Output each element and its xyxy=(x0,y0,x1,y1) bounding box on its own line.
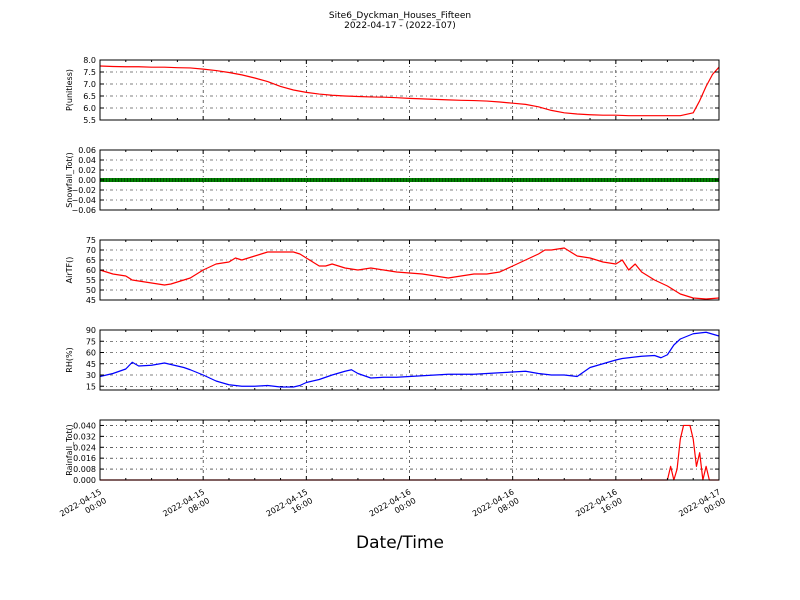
y-tick-label: 0.02 xyxy=(78,166,96,175)
series-line xyxy=(100,424,719,481)
y-tick-label: 6.5 xyxy=(83,92,96,101)
y-tick-label: −0.02 xyxy=(71,186,96,195)
series-line xyxy=(99,247,720,300)
y-tick-label: 0.016 xyxy=(73,454,96,463)
y-tick-label: 75 xyxy=(86,337,96,346)
y-axis-label: Rainfall_Tot() xyxy=(65,424,74,476)
y-tick-label: 0.000 xyxy=(73,476,96,485)
y-axis-label: AirTF() xyxy=(65,257,74,284)
y-tick-label: 70 xyxy=(86,246,96,255)
x-axis-label: Date/Time xyxy=(356,533,444,553)
chart-title: Site6_Dyckman_Houses_Fifteen xyxy=(328,11,472,21)
y-tick-label: 0.008 xyxy=(73,465,96,474)
panel-2: −0.06−0.04−0.020.000.020.040.06 Snowfall_… xyxy=(65,146,720,215)
y-tick-label: 8.0 xyxy=(83,56,96,65)
y-tick-label: 30 xyxy=(86,371,96,380)
panel-1: 5.5 6.0 6.5 7.0 7.5 8.0 P(unitless) xyxy=(65,56,720,125)
y-tick-label: 60 xyxy=(86,349,96,358)
y-tick-label: 0.040 xyxy=(73,421,96,430)
y-axis-label: P(unitless) xyxy=(65,69,74,111)
y-tick-label: 7.0 xyxy=(83,80,96,89)
y-tick-label: 50 xyxy=(86,286,96,295)
y-tick-label: 0.024 xyxy=(73,443,96,452)
y-axis-label: Snowfall_Tot() xyxy=(65,152,74,208)
y-tick-label: 7.5 xyxy=(83,68,96,77)
y-tick-label: 45 xyxy=(86,296,96,305)
y-tick-label: 45 xyxy=(86,360,96,369)
panel-5: 0.000 0.008 0.016 0.024 0.032 0.040Rainfall_T… xyxy=(65,419,720,485)
y-tick-label: 6.0 xyxy=(83,104,96,113)
y-tick-label: −0.06 xyxy=(71,206,96,215)
y-tick-label: 75 xyxy=(86,236,96,245)
y-tick-label: 0.06 xyxy=(78,146,96,155)
y-tick-label: 0.032 xyxy=(73,432,96,441)
y-tick-label: −0.04 xyxy=(71,196,96,205)
panel-4: 15 30 45 60 75 90 RH(%) xyxy=(65,326,720,391)
y-tick-label: 0.04 xyxy=(78,156,96,165)
y-tick-label: 5.5 xyxy=(83,116,96,125)
y-tick-label: 60 xyxy=(86,266,96,275)
y-tick-label: 15 xyxy=(86,382,96,391)
series-line xyxy=(99,331,720,388)
chart-subtitle: 2022-04-17 - (2022-107) xyxy=(344,21,456,31)
y-axis-label: RH(%) xyxy=(65,347,74,372)
y-tick-label: 65 xyxy=(86,256,96,265)
series-line xyxy=(99,65,720,117)
y-tick-label: 90 xyxy=(86,326,96,335)
y-tick-label: 0.00 xyxy=(78,176,96,185)
y-tick-label: 55 xyxy=(86,276,96,285)
